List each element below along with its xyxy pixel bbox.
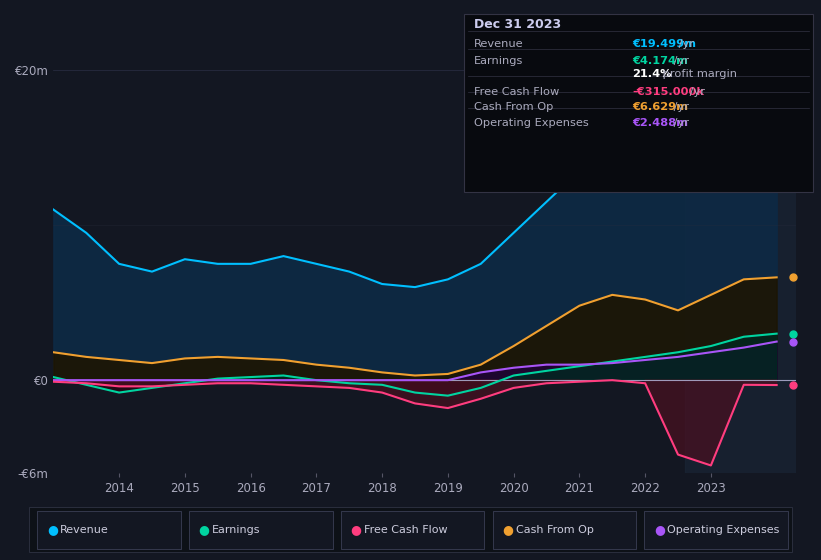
Text: ●: ● (47, 523, 57, 536)
Text: Earnings: Earnings (212, 525, 260, 535)
Text: Dec 31 2023: Dec 31 2023 (474, 18, 561, 31)
Text: Free Cash Flow: Free Cash Flow (364, 525, 447, 535)
Text: 21.4%: 21.4% (632, 69, 672, 79)
Text: ●: ● (199, 523, 209, 536)
Text: /yr: /yr (669, 118, 689, 128)
Text: ●: ● (502, 523, 513, 536)
Text: /yr: /yr (669, 56, 689, 66)
Text: Operating Expenses: Operating Expenses (667, 525, 780, 535)
Text: €4.174m: €4.174m (632, 56, 688, 66)
Text: Earnings: Earnings (474, 56, 523, 66)
Text: profit margin: profit margin (658, 69, 737, 79)
Text: Operating Expenses: Operating Expenses (474, 118, 589, 128)
Text: -€315.000k: -€315.000k (632, 87, 704, 97)
Text: €6.629m: €6.629m (632, 102, 688, 113)
Text: ●: ● (351, 523, 361, 536)
Text: Free Cash Flow: Free Cash Flow (474, 87, 559, 97)
Text: /yr: /yr (686, 87, 704, 97)
Text: €2.488m: €2.488m (632, 118, 688, 128)
Text: /yr: /yr (675, 39, 694, 49)
Text: €19.499m: €19.499m (632, 39, 696, 49)
Bar (685, 70, 796, 473)
Text: Revenue: Revenue (474, 39, 523, 49)
Text: /yr: /yr (669, 102, 689, 113)
Text: Cash From Op: Cash From Op (474, 102, 553, 113)
Text: Revenue: Revenue (60, 525, 108, 535)
Text: ●: ● (654, 523, 665, 536)
Text: Cash From Op: Cash From Op (516, 525, 594, 535)
